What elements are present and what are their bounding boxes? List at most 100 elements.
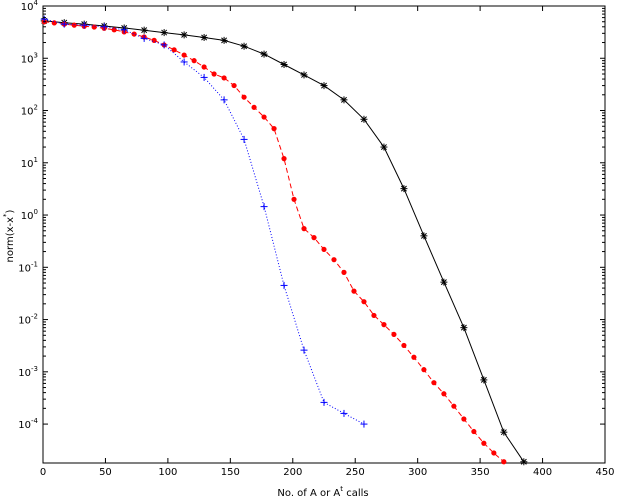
x-tick-label: 150: [221, 467, 240, 478]
series-layer: [40, 15, 528, 466]
series-3-point: [220, 96, 228, 104]
series-2-point: [261, 114, 267, 120]
series-2-point: [201, 64, 207, 70]
series-3-point: [240, 135, 248, 143]
series-1-point: [380, 143, 388, 151]
series-2-point: [281, 156, 287, 162]
x-tick-label: 50: [99, 467, 112, 478]
series-3-point: [140, 34, 148, 42]
series-2-point: [311, 235, 317, 241]
series-1-point: [240, 42, 248, 50]
series-1-point: [360, 115, 368, 123]
y-tick-label: 10-3: [18, 365, 38, 379]
y-tick-label: 102: [21, 104, 38, 118]
series-2-point: [371, 312, 377, 319]
series-2-point: [341, 269, 347, 275]
series-2-point: [471, 428, 477, 435]
series-2-point: [51, 20, 57, 26]
series-1-point: [160, 29, 168, 37]
series-1-point: [180, 31, 188, 39]
series-2-point: [391, 331, 397, 338]
y-tick-label: 104: [21, 0, 39, 13]
series-1-point: [340, 96, 348, 104]
series-2-point: [481, 440, 487, 446]
x-tick-label: 400: [533, 467, 552, 478]
series-1-point: [400, 185, 408, 193]
x-tick-label: 0: [40, 467, 46, 478]
series-1-point: [460, 324, 468, 332]
series-2-point: [231, 82, 237, 89]
series-3-point: [120, 26, 128, 34]
series-1-point: [500, 428, 508, 436]
series-2-point: [271, 126, 277, 132]
x-tick-label: 450: [595, 467, 614, 478]
ticks-layer: 0 50 100 150 200 250 300 350 400 450 10-4 10-3 10-2 1…: [18, 0, 614, 478]
y-tick-label: 10-2: [18, 313, 38, 327]
series-2-point: [501, 459, 507, 465]
series-line-2: [44, 21, 505, 463]
series-3-point: [360, 420, 368, 428]
series-3-point: [200, 73, 208, 81]
series-2-point: [401, 342, 407, 349]
series-1-point: [440, 278, 448, 286]
series-2-point: [411, 354, 417, 360]
series-1-point: [300, 71, 308, 79]
x-tick-label: 350: [471, 467, 490, 478]
series-2-point: [111, 27, 117, 33]
series-2-point: [321, 246, 327, 253]
axes-frame: [42, 5, 606, 464]
series-2-point: [241, 94, 247, 100]
x-tick-label: 300: [408, 467, 427, 478]
series-1-point: [420, 232, 428, 240]
series-2-point: [191, 58, 197, 64]
x-tick-label: 100: [158, 467, 177, 478]
series-1-point: [280, 60, 288, 68]
y-tick-label: 10-4: [18, 417, 38, 431]
series-1-point: [320, 82, 328, 90]
series-1-point: [220, 36, 228, 44]
y-tick-label: 10-1: [18, 260, 38, 274]
series-2-point: [331, 257, 337, 263]
series-2-point: [181, 52, 187, 58]
series-2-point: [251, 104, 257, 110]
series-2-point: [71, 22, 77, 28]
series-2-point: [381, 322, 387, 328]
series-line-1: [44, 20, 525, 463]
series-2-point: [151, 37, 157, 43]
series-3-point: [60, 20, 68, 28]
x-tick-label: 200: [283, 467, 302, 478]
series-1-point: [200, 33, 208, 41]
series-2-point: [221, 75, 227, 81]
y-tick-label: 100: [21, 208, 38, 222]
series-3-point: [340, 409, 348, 417]
series-3-point: [80, 21, 88, 29]
series-1-point: [260, 50, 268, 58]
series-2-point: [91, 24, 97, 30]
series-2-point: [491, 450, 497, 456]
series-3-point: [300, 346, 308, 354]
series-2-point: [211, 71, 217, 77]
series-2-point: [171, 47, 177, 53]
series-3-point: [160, 41, 168, 49]
series-3-point: [280, 281, 288, 289]
y-tick-label: 101: [21, 156, 38, 170]
series-3-point: [180, 58, 188, 66]
series-2-point: [291, 196, 297, 202]
series-1-point: [140, 26, 148, 34]
series-3-point: [260, 203, 268, 211]
series-2-point: [361, 299, 367, 305]
series-2-point: [461, 416, 467, 422]
y-tick-label: 103: [21, 51, 38, 65]
x-tick-label: 250: [346, 467, 365, 478]
series-2-point: [441, 391, 447, 397]
series-2-point: [301, 226, 307, 232]
series-2-point: [451, 403, 457, 409]
series-2-point: [431, 380, 437, 386]
series-1-point: [520, 458, 528, 466]
series-1-point: [480, 376, 488, 384]
series-2-point: [131, 31, 137, 37]
y-axis-label: norm(x-x*): [2, 209, 16, 262]
series-3-point: [320, 398, 328, 406]
plot-frame: [42, 5, 606, 464]
